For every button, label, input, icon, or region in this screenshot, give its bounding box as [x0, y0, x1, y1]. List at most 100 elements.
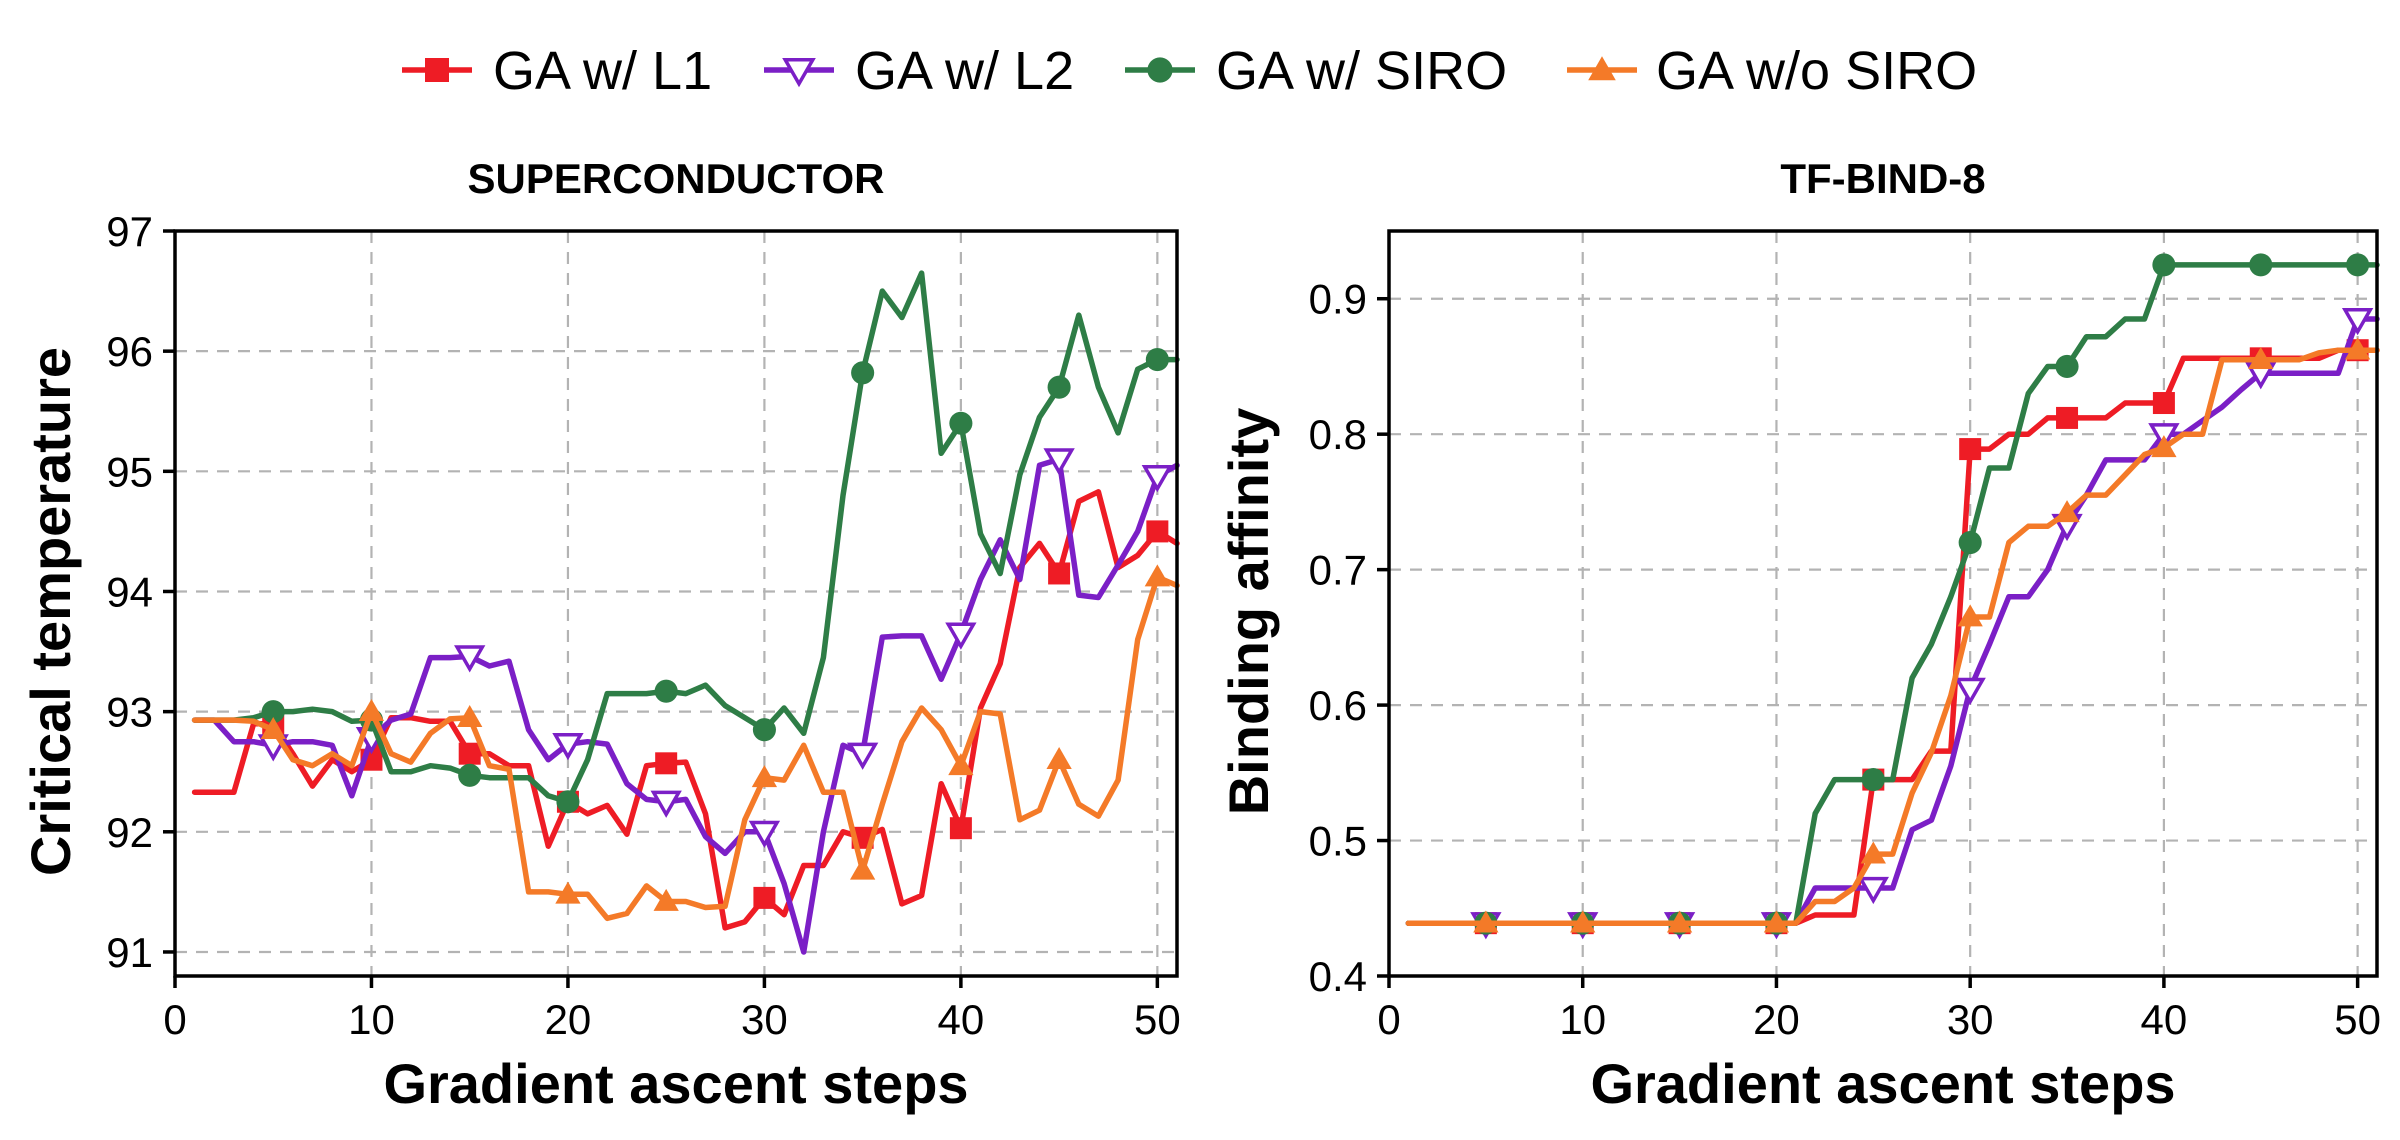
x-tick-label: 50 — [2334, 996, 2381, 1043]
y-tick-label: 97 — [106, 208, 153, 255]
data-point-ga-w-siro — [851, 361, 875, 385]
x-tick-label: 10 — [1559, 996, 1606, 1043]
data-point-ga-w-siro — [261, 700, 285, 724]
legend-label-ga-w-siro: GA w/ SIRO — [1216, 41, 1507, 101]
data-point-ga-w-siro — [1145, 348, 1169, 372]
y-tick-label: 95 — [106, 448, 153, 495]
data-point-ga-w-siro — [2055, 354, 2079, 379]
legend-label-ga-w-o-siro: GA w/o SIRO — [1656, 41, 1977, 101]
legend-label-ga-w-l2: GA w/ L2 — [855, 41, 1074, 101]
series-line-ga-w-l2 — [1405, 316, 2380, 926]
plot-frame — [173, 229, 1179, 978]
tf-bind-8-panel: 0 10 20 30 40 50 0.4 0.5 0.6 0.7 0.8 0.9 TF-BIND-8 Gr… — [1217, 155, 2381, 1115]
data-point-ga-w-o-siro — [1957, 604, 1983, 627]
y-tick-label: 91 — [106, 929, 153, 976]
data-point-ga-w-l2 — [1043, 448, 1075, 476]
data-point-ga-w-l1 — [2056, 406, 2079, 429]
y-tick-label: 0.5 — [1309, 818, 1367, 865]
x-axis-label: Gradient ascent steps — [1590, 1052, 2175, 1115]
legend-marker-ga-w-siro — [1147, 57, 1173, 83]
data-point-ga-w-l1 — [949, 817, 972, 840]
x-tick-label: 40 — [2141, 996, 2188, 1043]
x-tick-label: 10 — [348, 996, 395, 1043]
series-line-ga-w-l1 — [191, 489, 1180, 931]
data-point-ga-w-siro — [458, 763, 482, 787]
data-point-ga-w-l2 — [2341, 307, 2374, 336]
legend-marker-ga-w-l1 — [425, 58, 449, 82]
y-axis-label: Binding affinity — [1217, 408, 1280, 816]
data-point-ga-w-o-siro — [358, 698, 385, 721]
data-point-ga-w-l2 — [748, 820, 781, 848]
data-point-ga-w-o-siro — [751, 765, 778, 788]
legend-item-ga-w-l1: GA w/ L1 — [402, 41, 712, 101]
data-point-ga-w-o-siro — [1144, 564, 1171, 587]
series-ga-w-l2 — [191, 448, 1180, 955]
data-point-ga-w-siro — [1047, 375, 1071, 399]
data-point-ga-w-l2 — [552, 732, 584, 761]
data-point-ga-w-o-siro — [1570, 910, 1596, 933]
data-point-ga-w-siro — [949, 411, 973, 435]
y-tick-label: 93 — [106, 689, 153, 736]
data-point-ga-w-l1 — [1959, 438, 1982, 461]
data-point-ga-w-o-siro — [948, 753, 974, 776]
series-ga-w-siro — [191, 270, 1180, 814]
data-point-ga-w-o-siro — [1763, 910, 1790, 933]
data-point-ga-w-l1 — [2152, 392, 2175, 415]
data-point-ga-w-l1 — [458, 742, 481, 765]
data-point-ga-w-siro — [654, 679, 678, 703]
data-point-ga-w-o-siro — [1860, 841, 1886, 864]
data-point-ga-w-l1 — [655, 752, 678, 775]
data-point-ga-w-siro — [2346, 253, 2370, 277]
data-point-ga-w-o-siro — [260, 717, 286, 740]
x-tick-label: 0 — [163, 996, 186, 1043]
data-point-ga-w-siro — [1958, 530, 1982, 555]
x-tick-label: 20 — [1753, 996, 1800, 1043]
data-point-ga-w-l1 — [1048, 562, 1071, 585]
y-tick-label: 0.8 — [1309, 411, 1367, 458]
data-point-ga-w-l2 — [454, 645, 486, 673]
series-line-ga-w-o-siro — [1405, 347, 2380, 926]
x-tick-label: 20 — [545, 996, 592, 1043]
legend-item-ga-w-o-siro: GA w/o SIRO — [1567, 41, 1977, 101]
data-point-ga-w-o-siro — [1046, 747, 1072, 770]
series-ga-w-l2 — [1405, 307, 2380, 940]
legend-item-ga-w-l2: GA w/ L2 — [764, 41, 1074, 101]
data-point-ga-w-o-siro — [457, 705, 483, 728]
series-ga-w-o-siro — [1405, 337, 2380, 933]
series-line-ga-w-l1 — [1405, 347, 2380, 926]
superconductor-panel: 0 10 20 30 40 50 91 92 93 94 95 96 97 SUPERCONDUCTOR G… — [19, 155, 1181, 1115]
data-point-ga-w-l2 — [1857, 876, 1889, 905]
series-ga-w-l1 — [1405, 339, 2380, 935]
series-line-ga-w-o-siro — [191, 574, 1180, 922]
data-point-ga-w-siro — [2152, 253, 2176, 277]
plot-frame — [1387, 229, 2379, 978]
series-ga-w-siro — [1405, 253, 2380, 935]
x-tick-label: 30 — [1947, 996, 1994, 1043]
legend-label-ga-w-l1: GA w/ L1 — [493, 41, 712, 101]
series-ga-w-o-siro — [191, 564, 1180, 922]
series-ga-w-l1 — [191, 489, 1180, 931]
x-tick-label: 40 — [938, 996, 985, 1043]
data-point-ga-w-l2 — [846, 742, 879, 770]
legend: GA w/ L1 GA w/ L2 GA w/ SIRO GA w/o SIRO — [402, 41, 1977, 101]
data-point-ga-w-siro — [1861, 768, 1885, 792]
data-point-ga-w-siro — [556, 790, 580, 814]
y-tick-label: 0.4 — [1309, 953, 1367, 1000]
y-axis-label: Critical temperature — [19, 347, 82, 876]
legend-marker-ga-w-o-siro — [1588, 56, 1616, 81]
y-tick-label: 0.6 — [1309, 682, 1367, 729]
gridlines — [175, 229, 1177, 976]
data-point-ga-w-o-siro — [2054, 500, 2080, 523]
data-point-ga-w-l2 — [1954, 677, 1986, 705]
data-point-ga-w-l2 — [1141, 465, 1174, 493]
data-point-ga-w-o-siro — [555, 881, 581, 904]
x-tick-label: 50 — [1134, 996, 1181, 1043]
data-point-ga-w-o-siro — [653, 888, 679, 911]
plot-area — [1405, 253, 2380, 940]
x-tick-label: 0 — [1377, 996, 1400, 1043]
series-line-ga-w-siro — [1405, 262, 2380, 926]
data-point-ga-w-o-siro — [1473, 910, 1499, 933]
gridlines — [1389, 231, 2377, 976]
series-line-ga-w-l2 — [191, 456, 1180, 955]
y-tick-label: 96 — [106, 328, 153, 375]
